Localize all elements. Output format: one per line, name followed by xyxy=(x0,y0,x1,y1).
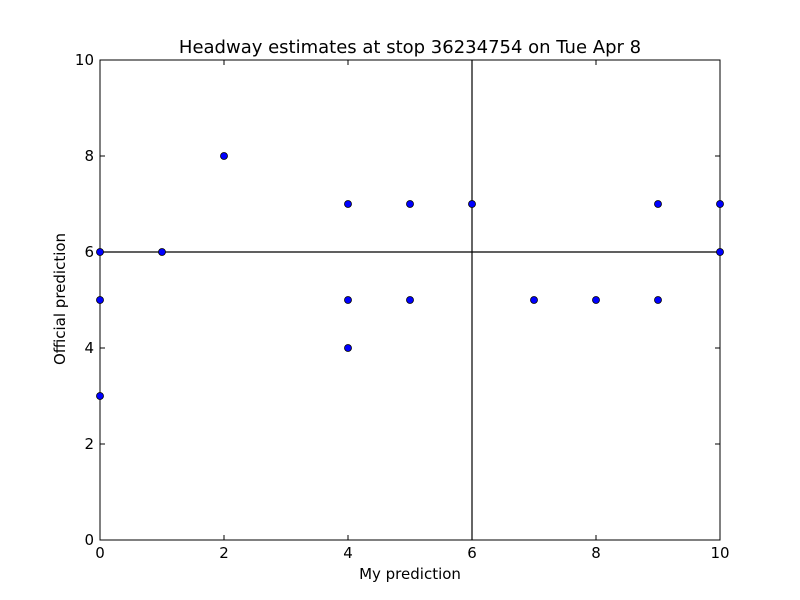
y-tick-label: 2 xyxy=(84,435,94,453)
data-point xyxy=(220,152,228,160)
data-point xyxy=(406,296,414,304)
plot-area: 0 2 4 6 8 10 0 2 4 6 8 10 xyxy=(75,51,730,562)
x-tick-label: 0 xyxy=(95,544,105,562)
y-tick-label: 0 xyxy=(84,531,94,549)
x-tick-label: 8 xyxy=(591,544,601,562)
y-axis-label: Official prediction xyxy=(51,233,69,365)
data-point xyxy=(468,200,476,208)
data-point xyxy=(344,344,352,352)
data-point xyxy=(654,296,662,304)
data-point xyxy=(344,200,352,208)
y-tick-label: 6 xyxy=(84,243,94,261)
data-point xyxy=(716,248,724,256)
y-tick-label: 8 xyxy=(84,147,94,165)
data-point xyxy=(716,200,724,208)
x-tick-label: 6 xyxy=(467,544,477,562)
chart-title: Headway estimates at stop 36234754 on Tu… xyxy=(179,37,641,58)
x-tick-label: 4 xyxy=(343,544,353,562)
x-axis-label: My prediction xyxy=(359,565,461,583)
data-point xyxy=(96,248,104,256)
data-point xyxy=(344,296,352,304)
x-tick-label: 2 xyxy=(219,544,229,562)
data-point xyxy=(530,296,538,304)
data-point xyxy=(96,296,104,304)
data-point xyxy=(96,392,104,400)
y-tick-label: 10 xyxy=(75,51,94,69)
data-point xyxy=(654,200,662,208)
y-tick-label: 4 xyxy=(84,339,94,357)
data-point xyxy=(158,248,166,256)
x-tick-label: 10 xyxy=(710,544,729,562)
data-point xyxy=(406,200,414,208)
data-point xyxy=(592,296,600,304)
